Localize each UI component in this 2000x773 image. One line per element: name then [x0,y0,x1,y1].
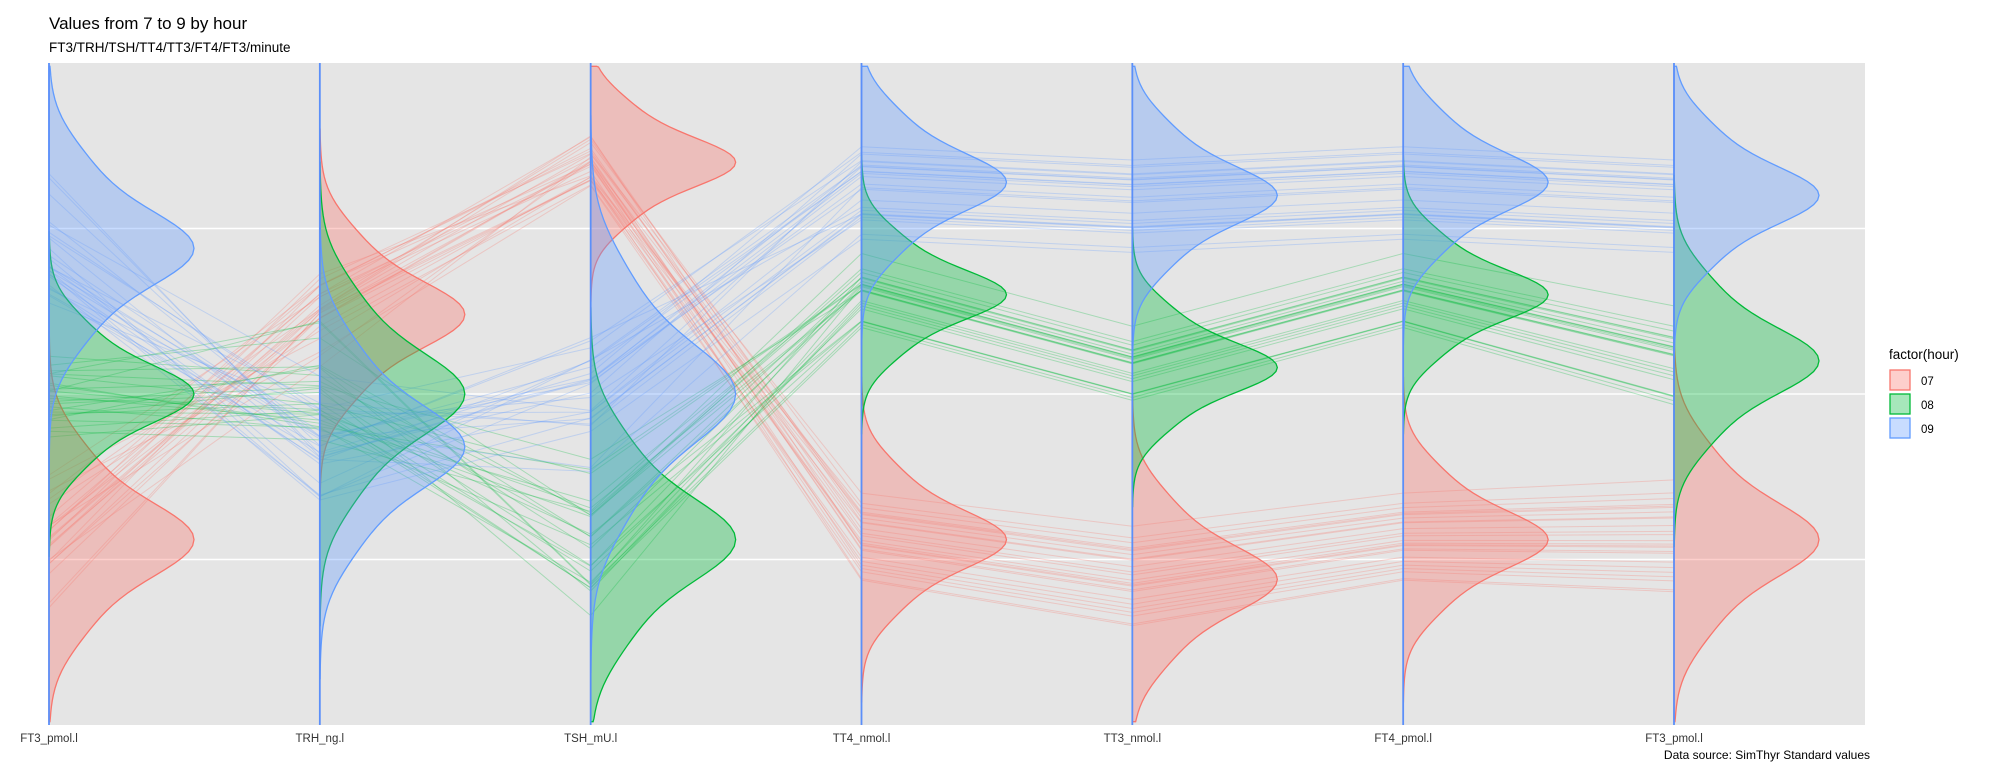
density-08-axis-1 [319,161,466,627]
density-07-axis-4 [1131,393,1279,723]
density-09-axis-2 [590,115,737,673]
axis-label-2: TSH_mU.l [564,733,617,745]
chart-subtitle: FT3/TRH/TSH/TT4/TT3/FT4/FT3/minute [49,40,291,55]
density-08-axis-5 [1402,155,1549,435]
density-08-axis-3 [860,155,1008,435]
density-09-axis-6 [1673,65,1820,359]
density-07-axis-5 [1402,376,1549,703]
axis-label-6: FT3_pmol.l [1645,733,1703,745]
legend-swatch-07 [1889,369,1911,391]
legend-label-08: 08 [1921,400,1934,412]
density-09-axis-0 [48,65,195,458]
density-09-axis-3 [860,65,1008,345]
axis-label-0: FT3_pmol.l [20,733,78,745]
density-09-axis-1 [319,214,466,680]
legend-swatch-09 [1889,417,1911,439]
axis-label-5: FT4_pmol.l [1374,733,1432,745]
legend: factor(hour) 07 08 09 [1889,347,1959,439]
density-08-axis-4 [1131,227,1279,508]
chart-caption: Data source: SimThyr Standard values [1663,748,1870,762]
axis-label-3: TT4_nmol.l [833,733,891,745]
density-07-axis-2 [590,65,737,302]
axis-lines [48,63,1675,725]
density-07-axis-6 [1673,330,1820,723]
density-07-axis-0 [48,330,195,723]
density-09-axis-4 [1131,65,1279,359]
axis-labels: FT3_pmol.l TRH_ng.l TSH_mU.l TT4_nmol.l TT3_… [20,733,1703,745]
density-07-axis-1 [319,128,466,501]
legend-label-07: 07 [1921,376,1934,388]
density-08-axis-2 [590,307,737,723]
legend-title: factor(hour) [1889,347,1959,362]
density-08-axis-0 [48,231,195,557]
density-09-axis-5 [1402,65,1549,345]
density-curves [48,65,1820,723]
chart-title: Values from 7 to 9 by hour [49,14,248,33]
axis-label-4: TT3_nmol.l [1104,733,1162,745]
density-07-axis-3 [860,376,1008,703]
density-08-axis-6 [1673,174,1820,547]
axis-label-1: TRH_ng.l [296,733,345,745]
legend-swatch-08 [1889,393,1911,415]
legend-label-09: 09 [1921,424,1934,436]
